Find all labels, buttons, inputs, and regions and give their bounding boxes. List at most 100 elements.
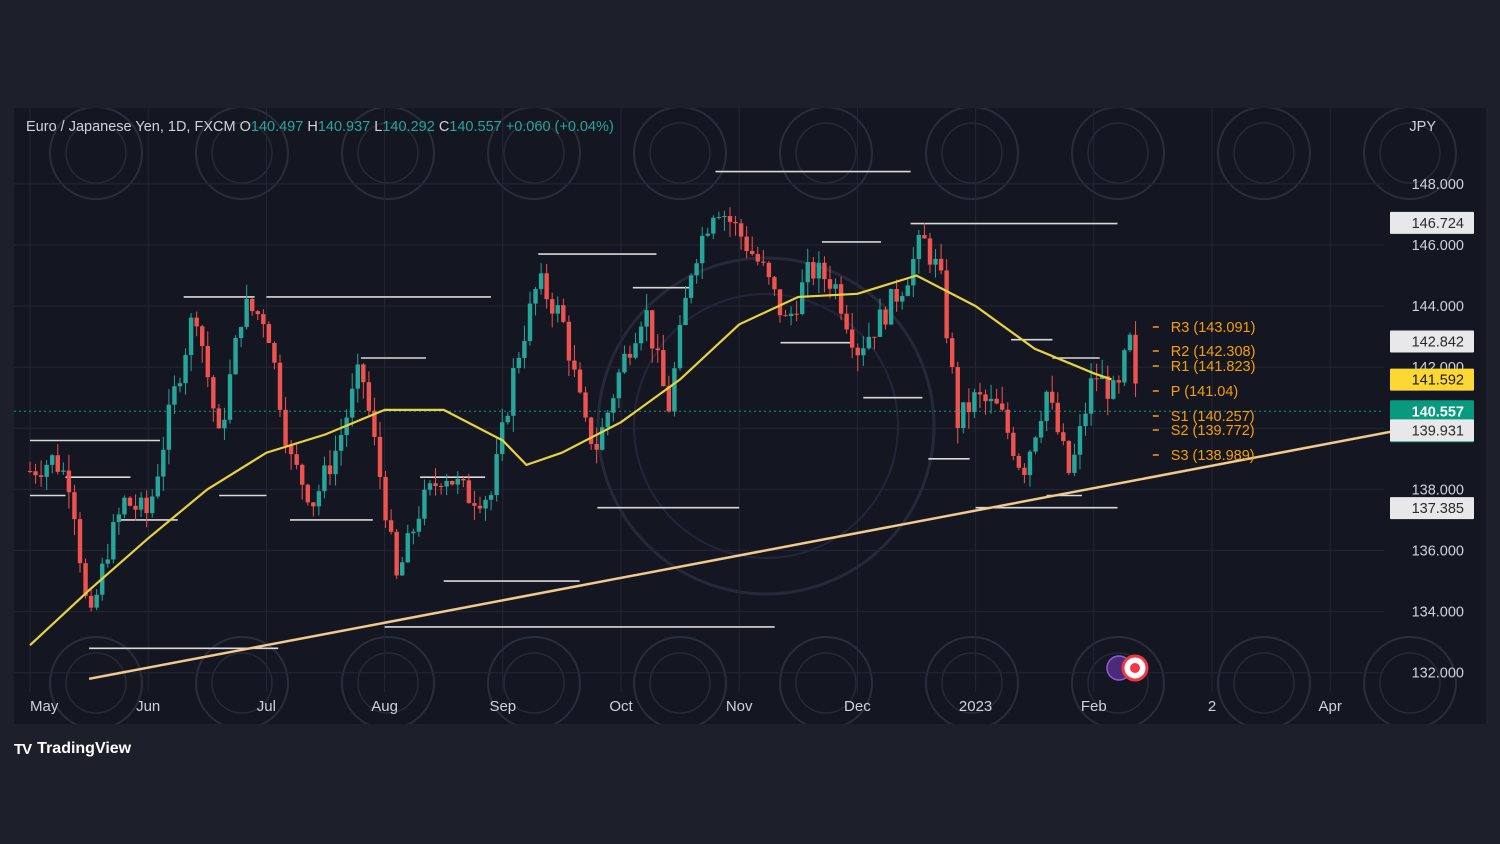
low-label: L xyxy=(374,119,383,135)
candle-body xyxy=(127,497,133,506)
candle-body xyxy=(827,279,833,289)
candle-body xyxy=(866,336,872,349)
candle-body xyxy=(333,450,338,475)
watermark-ring xyxy=(357,652,419,714)
x-tick-label: Aug xyxy=(371,698,398,715)
candle-body xyxy=(638,326,644,344)
candle-body xyxy=(1133,334,1138,384)
candle-body xyxy=(494,454,499,496)
chart-frame[interactable]: R3 (143.091) R2 (142.308) R1 (141.823) P (1… xyxy=(14,108,1486,724)
open-value: 140.497 xyxy=(250,119,304,135)
candle-body xyxy=(1116,380,1122,383)
tradingview-branding[interactable]: TV TradingView xyxy=(14,740,131,758)
candle-body xyxy=(672,368,677,412)
candle-body xyxy=(988,398,994,402)
candle-body xyxy=(800,282,805,315)
candle-body xyxy=(366,382,372,411)
candle-body xyxy=(849,329,855,348)
candle-body xyxy=(666,386,672,412)
support-trendline xyxy=(88,428,1402,681)
candle-body xyxy=(761,261,766,263)
candle-body xyxy=(411,531,416,534)
candle-body xyxy=(50,455,55,465)
candle-body xyxy=(33,471,38,476)
candle-body xyxy=(400,562,405,576)
watermark-seal xyxy=(633,293,899,559)
candle-body xyxy=(616,372,622,399)
candle-body xyxy=(322,465,327,492)
candle-body xyxy=(949,338,955,368)
candle-body xyxy=(622,353,627,373)
candle-body xyxy=(94,594,99,608)
candle-body xyxy=(150,496,155,514)
watermark-ring xyxy=(211,122,273,184)
candle-body xyxy=(161,449,166,477)
candle-body xyxy=(733,221,738,224)
watermark-ring xyxy=(1379,652,1441,714)
watermark-ring xyxy=(925,636,1019,724)
candle-body xyxy=(194,317,199,327)
candle-body xyxy=(38,475,44,477)
watermark-ring xyxy=(649,122,711,184)
watermark-ring xyxy=(341,108,435,200)
candle-body xyxy=(55,455,60,472)
candles xyxy=(27,207,1138,612)
candle-body xyxy=(172,386,177,405)
x-tick-label: Oct xyxy=(609,698,633,715)
candle-body xyxy=(688,275,694,298)
candle-body xyxy=(755,253,760,262)
candle-body xyxy=(916,235,922,260)
price-badge-value: 141.592 xyxy=(1412,373,1464,389)
watermark-seal xyxy=(596,256,936,596)
candle-body xyxy=(655,348,660,351)
candle-body xyxy=(1011,432,1016,456)
candle-body xyxy=(894,288,899,302)
candle-body xyxy=(200,326,205,346)
x-tick-label: Nov xyxy=(726,698,753,715)
watermark-ring xyxy=(1217,108,1311,200)
candle-body xyxy=(966,402,972,413)
candle-body xyxy=(105,559,110,564)
candle-body xyxy=(744,236,749,251)
candle-body xyxy=(533,289,538,304)
candle-body xyxy=(1072,454,1077,473)
symbol-legend: Euro / Japanese Yen, 1D, FXCM O140.497 H… xyxy=(26,119,614,135)
price-badge xyxy=(1390,497,1474,520)
candle-body xyxy=(305,484,310,503)
candle-body xyxy=(372,410,377,437)
candle-body xyxy=(716,217,722,219)
candle-body xyxy=(355,364,360,389)
candle-body xyxy=(711,217,716,234)
watermark-ring xyxy=(357,122,419,184)
candle-body xyxy=(838,284,844,314)
candle-body xyxy=(472,503,477,506)
watermark-ring xyxy=(779,636,873,724)
candle-body xyxy=(527,303,533,342)
price-badge xyxy=(1390,368,1474,391)
candle-body xyxy=(566,321,572,361)
candle-body xyxy=(511,368,516,416)
x-tick-label: 2 xyxy=(1208,698,1216,715)
candle-body xyxy=(244,298,249,327)
candle-body xyxy=(861,348,866,356)
candle-body xyxy=(955,367,960,429)
candle-body xyxy=(183,354,188,384)
pivot-label: R2 (142.308) xyxy=(1171,344,1256,360)
watermark-ring xyxy=(49,108,143,200)
price-badge xyxy=(1390,330,1474,353)
price-badge xyxy=(1390,419,1474,442)
candle-body xyxy=(44,464,49,477)
candle-body xyxy=(561,305,566,322)
candle-body xyxy=(1105,376,1110,399)
moving-average-line xyxy=(29,274,1112,647)
price-chart[interactable]: R3 (143.091) R2 (142.308)R1 (141.823) P (1… xyxy=(14,108,1486,724)
candle-body xyxy=(438,485,444,487)
watermark-ring xyxy=(1217,636,1311,724)
candle-body xyxy=(27,471,33,473)
price-badges: 146.724142.842141.592140.55712:47:55139.… xyxy=(1390,211,1474,520)
watermark-ring xyxy=(1087,652,1149,714)
watermark-ring xyxy=(503,652,565,714)
y-tick-label: 132.000 xyxy=(1412,666,1464,682)
candle-body xyxy=(66,470,72,493)
candle-body xyxy=(383,476,388,521)
